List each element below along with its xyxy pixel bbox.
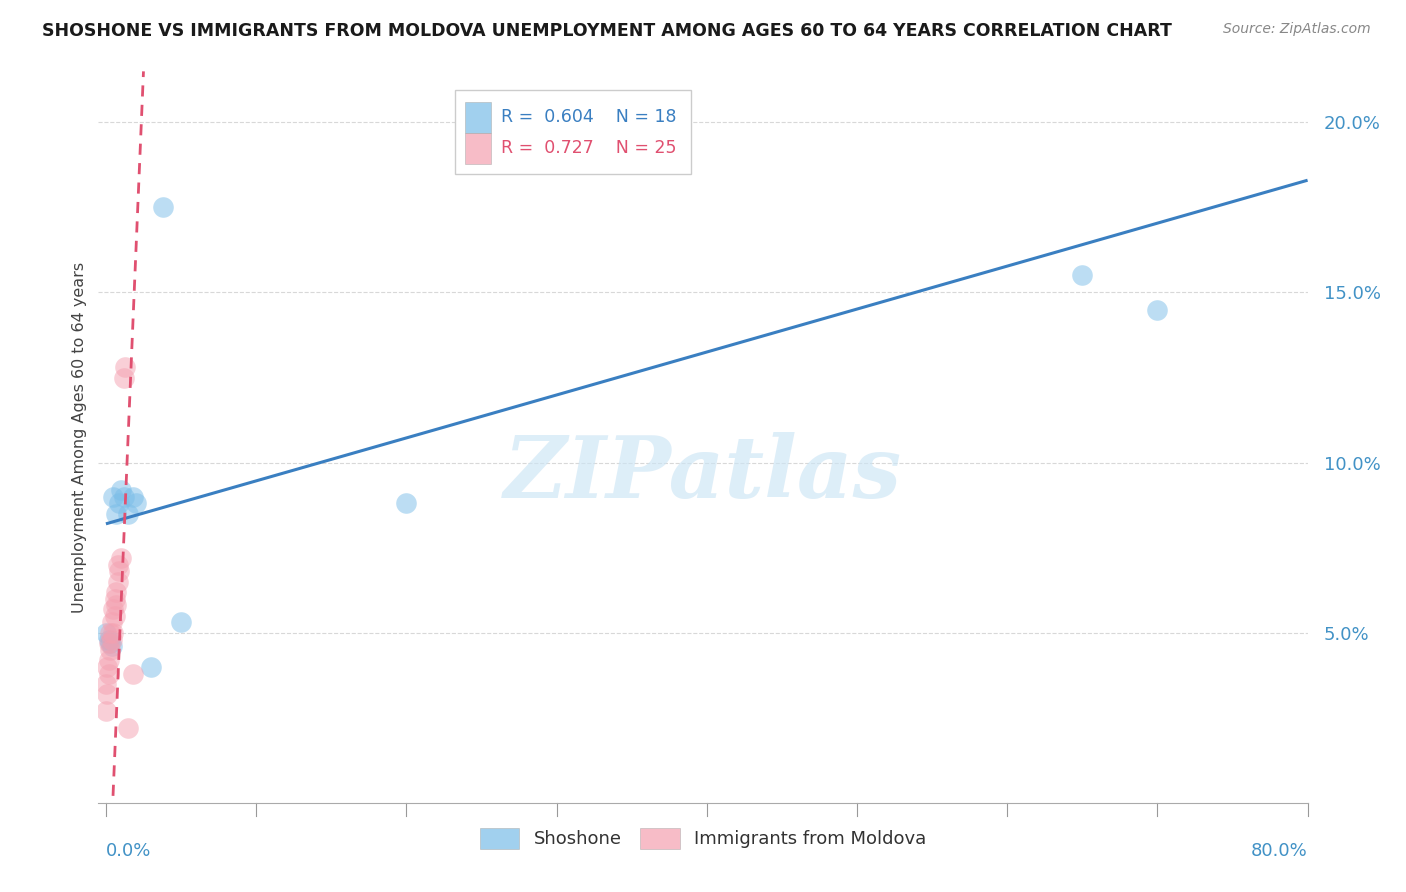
FancyBboxPatch shape xyxy=(456,90,690,174)
Point xyxy=(96,687,118,701)
Point xyxy=(105,599,128,613)
Point xyxy=(100,636,122,650)
Text: 0.0%: 0.0% xyxy=(105,842,152,860)
Point xyxy=(114,360,136,375)
Point xyxy=(100,625,122,640)
FancyBboxPatch shape xyxy=(465,133,492,163)
Point xyxy=(105,507,128,521)
Point xyxy=(103,602,125,616)
Point xyxy=(94,704,117,718)
Point xyxy=(112,370,135,384)
Text: ZIPatlas: ZIPatlas xyxy=(503,432,903,516)
Point xyxy=(97,632,120,647)
Point xyxy=(112,490,135,504)
Point xyxy=(94,625,117,640)
Point xyxy=(103,490,125,504)
Point xyxy=(97,666,120,681)
Point xyxy=(110,550,132,565)
Point xyxy=(170,615,193,630)
Point xyxy=(395,496,418,510)
Text: Source: ZipAtlas.com: Source: ZipAtlas.com xyxy=(1223,22,1371,37)
Point xyxy=(117,721,139,735)
Point xyxy=(125,496,148,510)
Point xyxy=(1146,302,1168,317)
Text: R =  0.727    N = 25: R = 0.727 N = 25 xyxy=(501,139,676,157)
Point xyxy=(104,608,127,623)
Point xyxy=(122,666,145,681)
Legend: Shoshone, Immigrants from Moldova: Shoshone, Immigrants from Moldova xyxy=(472,821,934,856)
Point xyxy=(139,659,162,673)
Point xyxy=(94,677,117,691)
Point xyxy=(107,574,129,589)
Text: 80.0%: 80.0% xyxy=(1251,842,1308,860)
Point xyxy=(101,615,124,630)
Point xyxy=(122,490,145,504)
Point xyxy=(97,636,120,650)
Point xyxy=(152,201,174,215)
Point xyxy=(108,496,131,510)
Point xyxy=(108,565,131,579)
Point xyxy=(97,653,120,667)
Point xyxy=(100,642,122,657)
Point xyxy=(117,507,139,521)
Y-axis label: Unemployment Among Ages 60 to 64 years: Unemployment Among Ages 60 to 64 years xyxy=(72,261,87,613)
Point xyxy=(96,659,118,673)
Point xyxy=(110,483,132,497)
FancyBboxPatch shape xyxy=(465,102,492,133)
Point xyxy=(105,585,128,599)
Point xyxy=(104,591,127,606)
Point xyxy=(101,632,124,647)
Point xyxy=(101,640,124,654)
Point xyxy=(1071,268,1094,283)
Point xyxy=(103,625,125,640)
Point xyxy=(107,558,129,572)
Text: R =  0.604    N = 18: R = 0.604 N = 18 xyxy=(501,109,676,127)
Text: SHOSHONE VS IMMIGRANTS FROM MOLDOVA UNEMPLOYMENT AMONG AGES 60 TO 64 YEARS CORRE: SHOSHONE VS IMMIGRANTS FROM MOLDOVA UNEM… xyxy=(42,22,1173,40)
